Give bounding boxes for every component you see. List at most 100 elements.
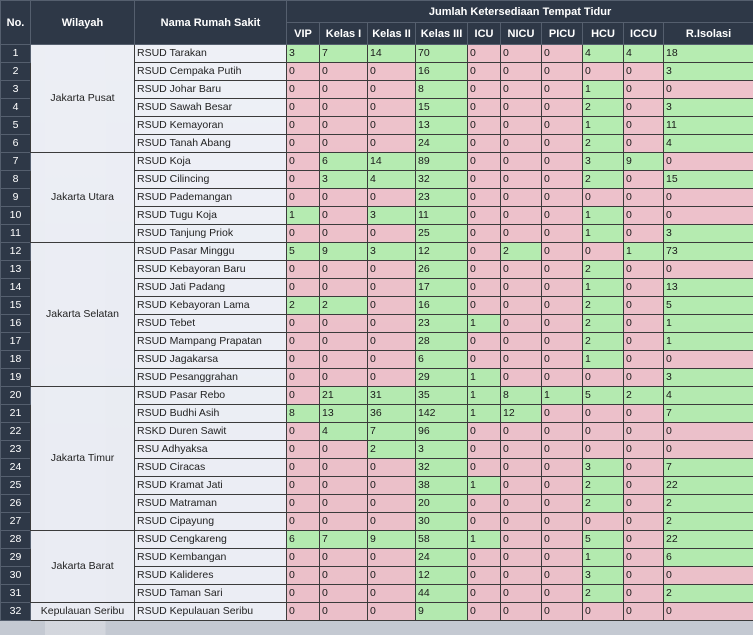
table-row: 6 RSUD Tanah Abang 0 0 0 24 0 0 0 2 0 4 — [0, 134, 753, 153]
hospital-name: RSUD Tebet — [134, 314, 287, 333]
bed-count-cell: 36 — [367, 404, 416, 423]
row-number: 18 — [0, 350, 31, 369]
bed-count-cell: 3 — [319, 170, 368, 189]
hospital-name: RSKD Duren Sawit — [134, 422, 287, 441]
bed-count-cell: 0 — [319, 476, 368, 495]
bed-count-cell: 0 — [623, 188, 664, 207]
bed-count-cell: 2 — [662, 494, 753, 513]
bed-count-cell: 2 — [662, 584, 753, 603]
bed-count-cell: 0 — [582, 512, 624, 531]
row-number: 5 — [0, 116, 31, 135]
bed-count-cell: 0 — [541, 440, 583, 459]
bed-count-cell: 0 — [623, 350, 664, 369]
bed-count-cell: 23 — [415, 188, 468, 207]
bed-count-cell: 0 — [582, 440, 624, 459]
bed-count-cell: 0 — [582, 62, 624, 81]
bed-count-cell: 16 — [415, 296, 468, 315]
hospital-name: RSUD Kalideres — [134, 566, 287, 585]
bed-count-cell: 0 — [467, 566, 501, 585]
bed-count-cell: 7 — [319, 44, 368, 63]
header-col-kelas-i: Kelas I — [319, 22, 368, 45]
row-number: 1 — [0, 44, 31, 63]
bed-count-cell: 0 — [286, 476, 320, 495]
bed-count-cell: 0 — [286, 188, 320, 207]
bed-count-cell: 70 — [415, 44, 468, 63]
bed-count-cell: 2 — [582, 476, 624, 495]
hospital-name: RSUD Kramat Jati — [134, 476, 287, 495]
bed-count-cell: 0 — [541, 548, 583, 567]
region-cell: Jakarta Utara — [30, 152, 135, 243]
bed-count-cell: 0 — [286, 566, 320, 585]
row-number: 31 — [0, 584, 31, 603]
hospital-name: RSUD Kebayoran Lama — [134, 296, 287, 315]
bed-count-cell: 0 — [623, 296, 664, 315]
row-number: 2 — [0, 62, 31, 81]
bed-count-cell: 0 — [541, 80, 583, 99]
header-rumah-sakit: Nama Rumah Sakit — [134, 0, 287, 45]
table-row: 20 Jakarta Timur RSUD Pasar Rebo 0 21 31 35 1 8 1… — [0, 386, 753, 531]
header-col-kelas-ii: Kelas II — [367, 22, 416, 45]
bed-count-cell: 3 — [662, 98, 753, 117]
bed-count-cell: 0 — [286, 80, 320, 99]
bed-count-cell: 0 — [623, 440, 664, 459]
bed-count-cell: 0 — [467, 332, 501, 351]
bed-count-cell: 0 — [319, 116, 368, 135]
bed-count-cell: 5 — [662, 296, 753, 315]
bed-count-cell: 0 — [662, 260, 753, 279]
table-row: 1 Jakarta Pusat RSUD Tarakan 3 7 14 70 0 0 0 4 4 18 — [0, 44, 753, 153]
bed-count-cell: 0 — [500, 350, 542, 369]
bed-count-cell: 38 — [415, 476, 468, 495]
bed-count-cell: 5 — [582, 530, 624, 549]
row-number: 13 — [0, 260, 31, 279]
hospital-name: RSUD Kembangan — [134, 548, 287, 567]
table-row: 32 Kepulauan Seribu RSUD Kepulauan Seribu 0… — [0, 602, 753, 621]
bed-count-cell: 0 — [500, 224, 542, 243]
bed-count-cell: 0 — [286, 116, 320, 135]
table-row: 4 RSUD Sawah Besar 0 0 0 15 0 0 0 2 0 3 — [0, 98, 753, 117]
bed-count-cell: 1 — [541, 386, 583, 405]
bed-count-cell: 7 — [662, 458, 753, 477]
bed-count-cell: 3 — [582, 566, 624, 585]
bed-count-cell: 0 — [500, 494, 542, 513]
table-row: 18 RSUD Jagakarsa 0 0 0 6 0 0 0 1 0 0 — [0, 350, 753, 369]
row-number: 11 — [0, 224, 31, 243]
bed-count-cell: 0 — [319, 440, 368, 459]
bed-count-cell: 13 — [319, 404, 368, 423]
bed-count-cell: 0 — [623, 80, 664, 99]
bed-count-cell: 0 — [367, 602, 416, 621]
bed-count-cell: 0 — [319, 332, 368, 351]
bed-count-cell: 89 — [415, 152, 468, 171]
bed-count-cell: 24 — [415, 134, 468, 153]
bed-count-cell: 0 — [662, 602, 753, 621]
bed-count-cell: 0 — [623, 494, 664, 513]
row-number: 9 — [0, 188, 31, 207]
bed-count-cell: 0 — [319, 62, 368, 81]
bed-count-cell: 0 — [467, 458, 501, 477]
header-col-kelas-iii: Kelas III — [415, 22, 468, 45]
bed-count-cell: 0 — [541, 602, 583, 621]
bed-count-cell: 0 — [623, 260, 664, 279]
hospital-name: RSUD Kebayoran Baru — [134, 260, 287, 279]
bed-count-cell: 7 — [319, 530, 368, 549]
hospital-name: RSUD Budhi Asih — [134, 404, 287, 423]
bed-count-cell: 23 — [415, 314, 468, 333]
bed-count-cell: 5 — [286, 242, 320, 261]
bed-count-cell: 6 — [415, 350, 468, 369]
table-row: 11 RSUD Tanjung Priok 0 0 0 25 0 0 0 1 0 3 — [0, 224, 753, 243]
header-col-icu: ICU — [467, 22, 501, 45]
header-col-nicu: NICU — [500, 22, 542, 45]
bed-count-cell: 0 — [467, 260, 501, 279]
bed-count-cell: 2 — [367, 440, 416, 459]
bed-count-cell: 0 — [623, 548, 664, 567]
bed-count-cell: 1 — [467, 368, 501, 387]
bed-count-cell: 0 — [319, 224, 368, 243]
bed-count-cell: 0 — [286, 98, 320, 117]
bed-count-cell: 0 — [582, 404, 624, 423]
bed-count-cell: 0 — [541, 350, 583, 369]
hospital-name: RSUD Ciracas — [134, 458, 287, 477]
bed-count-cell: 0 — [319, 80, 368, 99]
table-row: 29 RSUD Kembangan 0 0 0 24 0 0 0 1 0 6 — [0, 548, 753, 567]
bed-count-cell: 5 — [582, 386, 624, 405]
bed-count-cell: 0 — [319, 512, 368, 531]
bed-count-cell: 31 — [367, 386, 416, 405]
